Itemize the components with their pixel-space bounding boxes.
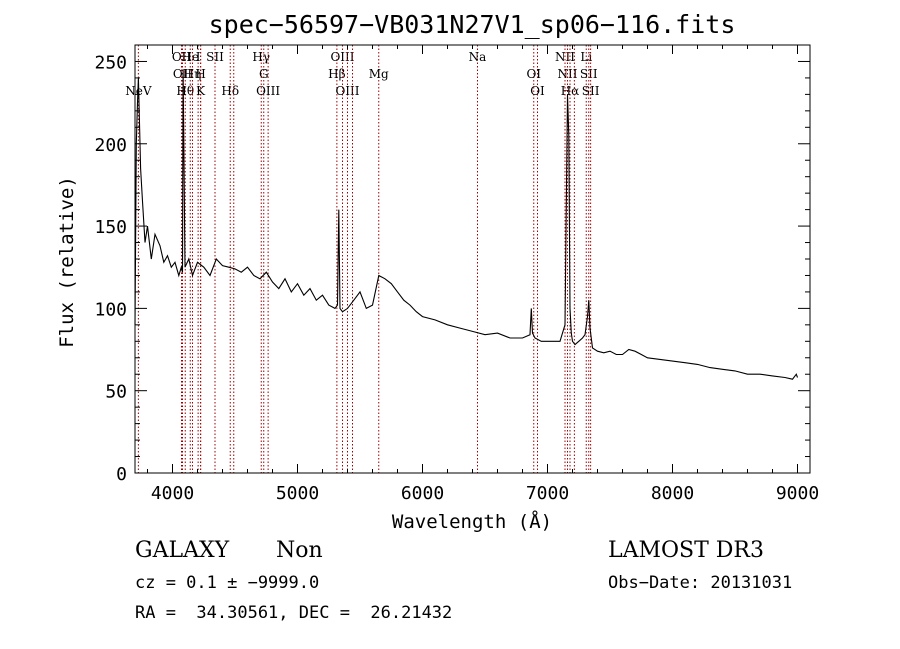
object-subclass: Non [276,538,323,563]
line-marker-label: OIII [256,84,280,98]
y-tick-label: 0 [116,464,127,485]
line-marker-label: OII [172,50,192,64]
line-marker-label: OI [530,84,545,98]
observation-date: Obs−Date: 20131031 [608,573,793,593]
plot-frame [134,44,811,474]
x-tick-label: 8000 [651,483,694,504]
y-tick-label: 150 [94,217,127,238]
line-marker-label: Na [469,50,487,64]
line-marker-label: NII [558,67,578,81]
line-marker-label: SII [206,50,224,64]
line-marker-label: OIII [330,50,354,64]
y-tick-label: 50 [105,382,127,403]
line-marker-label: Hα [561,84,580,98]
line-marker-label: I [196,50,201,64]
line-marker-label: Li [580,50,592,64]
survey-name: LAMOST DR3 [608,538,764,563]
y-axis-label: Flux (relative) [56,176,78,348]
object-class: GALAXY [135,538,230,563]
line-marker-label: OIII [335,84,359,98]
line-marker-label: Hβ [328,67,345,81]
line-marker-label: Hη [184,67,202,81]
line-marker-label: K [196,84,206,98]
spectrum-line [134,69,799,380]
redshift-readout: cz = 0.1 ± −9999.0 [135,573,320,593]
line-marker-label: Hδ [221,84,239,98]
x-tick-label: 9000 [776,483,819,504]
y-tick-label: 100 [94,299,127,320]
x-tick-label: 4000 [151,483,194,504]
line-marker-label: SII [582,84,600,98]
x-tick-label: 7000 [526,483,569,504]
y-tick-label: 250 [94,52,127,73]
line-marker-label: Hθ [176,84,194,98]
y-tick-label: 200 [94,135,127,156]
line-marker-label: NII [555,50,575,64]
axes: 4000 5000 6000 7000 8000 9000 0 50 100 150 200 250 [94,44,819,504]
line-marker-label: OI [526,67,541,81]
line-marker-label: SII [580,67,598,81]
x-axis-label: Wavelength (Å) [392,510,552,533]
line-marker-label: Mg [369,67,389,81]
line-marker-label: He [181,50,199,64]
x-tick-label: 5000 [276,483,319,504]
line-marker-label: G [259,67,269,81]
line-marker-label: Hγ [252,50,270,64]
chart-title: spec−56597−VB031N27V1_sp06−116.fits [209,10,736,39]
x-tick-label: 6000 [401,483,444,504]
coordinates-readout: RA = 34.30561, DEC = 26.21432 [135,603,453,623]
emission-line-markers: NeVOIIOIIHθHeHηIHKSIIHδHγGOIIIHβOIIIOIII… [125,45,600,473]
spectrum-series [134,69,799,380]
